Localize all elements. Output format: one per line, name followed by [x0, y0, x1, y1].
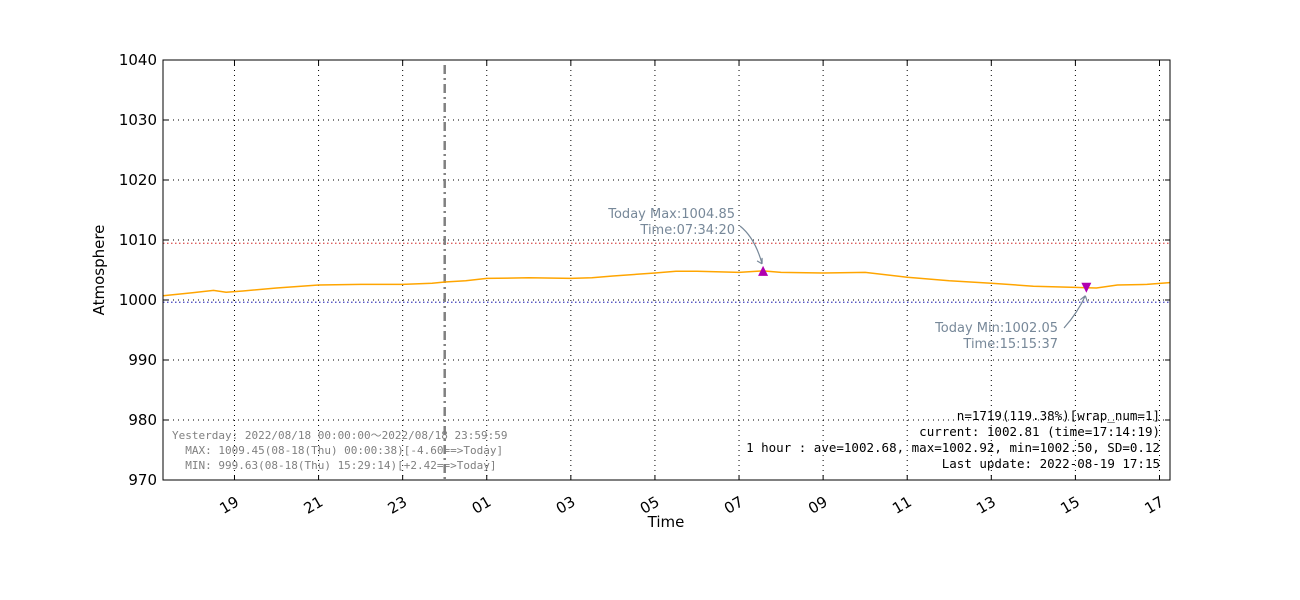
today-min-label: Today Min:1002.05: [934, 321, 1058, 336]
yesterday-max: MAX: 1009.45(08-18(Thu) 00:00:38)[-4.60=…: [172, 444, 503, 457]
yesterday-min: MIN: 999.63(08-18(Thu) 15:29:14)[+2.42==…: [172, 459, 497, 472]
y-tick-label-1020: 1020: [119, 171, 157, 189]
today-max-time: Time:07:34:20: [639, 223, 735, 238]
y-tick-label-980: 980: [128, 411, 157, 429]
y-tick-label-1030: 1030: [119, 111, 157, 129]
today-max-arrow: [739, 225, 763, 265]
info-line-count: n=1719(119.38%)[wrap_num=1]: [957, 408, 1160, 423]
y-axis-ticks: 970 980 990 1000 1010 1020 1030 1040: [119, 51, 1170, 489]
today-min-time: Time:15:15:37: [962, 337, 1058, 352]
y-tick-label-970: 970: [128, 471, 157, 489]
info-line-last-update: Last update: 2022-08-19 17:15: [942, 456, 1160, 471]
info-line-hour-stats: 1 hour : ave=1002.68, max=1002.92, min=1…: [746, 440, 1160, 455]
x-axis-label: Time: [647, 513, 685, 531]
y-tick-label-990: 990: [128, 351, 157, 369]
y-axis-label: Atmosphere: [90, 225, 108, 316]
y-tick-label-1010: 1010: [119, 231, 157, 249]
today-max-label: Today Max:1004.85: [607, 207, 735, 222]
y-tick-label-1040: 1040: [119, 51, 157, 69]
plot-frame: [162, 59, 1171, 481]
y-tick-label-1000: 1000: [119, 291, 157, 309]
info-line-current: current: 1002.81 (time=17:14:19): [919, 424, 1160, 439]
grid-lines: [163, 60, 1170, 480]
today-min-marker: [1081, 282, 1092, 293]
today-min-arrow: [1063, 295, 1088, 329]
yesterday-range: Yesterday: 2022/08/18 00:00:00～2022/08/1…: [172, 429, 508, 442]
today-max-marker: [758, 265, 769, 276]
series-line-pressure: [162, 270, 1170, 297]
